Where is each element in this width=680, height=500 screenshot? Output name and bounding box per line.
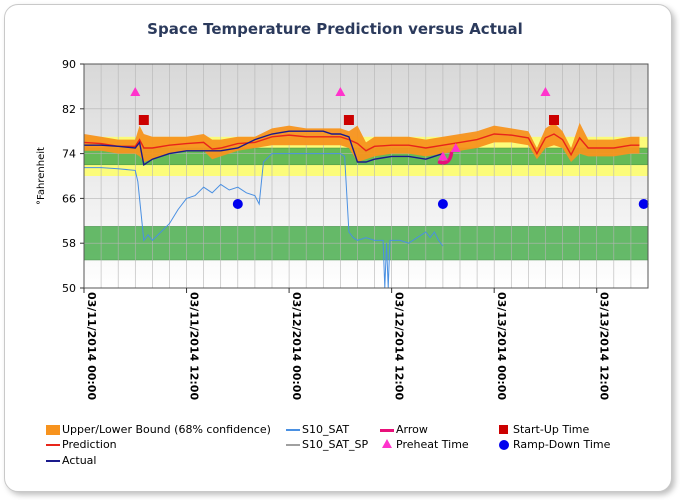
preheat-marker xyxy=(437,151,448,161)
legend-label: Preheat Time xyxy=(396,438,469,451)
legend-label: Prediction xyxy=(62,438,117,451)
y-tick-label: 50 xyxy=(62,282,76,295)
y-tick-label: 58 xyxy=(62,237,76,250)
legend-label: Actual xyxy=(62,454,97,467)
x-tick-label: 03/12/2014 00:00 xyxy=(290,292,303,400)
preheat-marker xyxy=(450,143,461,152)
y-tick-label: 74 xyxy=(62,148,76,161)
legend-swatch xyxy=(286,444,300,446)
legend-swatch xyxy=(382,439,392,448)
start-up-marker xyxy=(138,115,149,125)
y-tick-label: 90 xyxy=(62,58,76,71)
plot-border xyxy=(83,63,649,289)
legend-label: Upper/Lower Bound (68% confidence) xyxy=(62,423,271,436)
y-axis-label: °Fahrenheit xyxy=(36,147,47,205)
series-confidence-band xyxy=(84,122,640,162)
preheat-marker xyxy=(130,87,141,96)
legend-label: Start-Up Time xyxy=(513,423,590,436)
legend-swatch xyxy=(286,429,300,431)
x-tick-label: 03/11/2014 12:00 xyxy=(188,292,201,400)
chart-title: Space Temperature Prediction versus Actu… xyxy=(147,20,523,38)
x-tick-label: 03/13/2014 12:00 xyxy=(598,292,611,400)
legend-label: Arrow xyxy=(396,423,428,436)
x-tick-label: 03/13/2014 00:00 xyxy=(495,292,508,400)
preheat-marker xyxy=(335,87,346,96)
series-prediction xyxy=(83,133,640,157)
start-up-marker xyxy=(343,115,354,125)
legend-swatch xyxy=(499,425,508,434)
y-tick-label: 66 xyxy=(62,192,76,205)
legend-swatch xyxy=(380,429,394,432)
ramp-down-marker xyxy=(638,199,649,209)
legend-label: Ramp-Down Time xyxy=(513,438,611,451)
series-actual xyxy=(84,130,444,166)
ramp-down-marker xyxy=(232,199,243,209)
y-tick-label: 82 xyxy=(62,103,76,116)
legend-label: S10_SAT_SP xyxy=(302,438,369,451)
x-tick-label: 03/12/2014 12:00 xyxy=(393,292,406,400)
series-s10-sat xyxy=(84,153,444,289)
legend-label: S10_SAT xyxy=(302,423,350,436)
start-up-marker xyxy=(549,115,559,125)
ramp-down-marker xyxy=(437,199,448,209)
preheat-marker xyxy=(540,87,551,96)
legend-swatch xyxy=(46,460,60,462)
arrow-marker xyxy=(437,151,454,165)
x-tick-label: 03/11/2014 00:00 xyxy=(85,292,98,400)
legend-swatch xyxy=(46,425,60,435)
legend-swatch xyxy=(46,444,60,446)
legend-swatch xyxy=(499,440,509,450)
